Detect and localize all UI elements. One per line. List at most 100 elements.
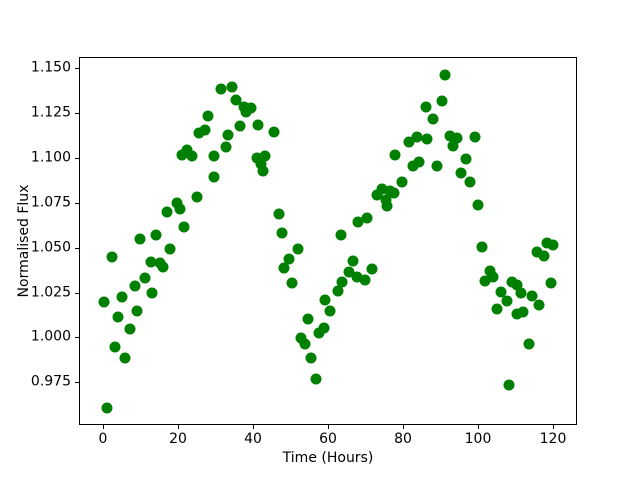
y-axis-tick [75, 202, 79, 204]
data-point [208, 171, 219, 183]
data-point [451, 132, 462, 144]
data-point [171, 197, 183, 209]
x-axis-tick [103, 425, 104, 429]
data-point [186, 150, 198, 162]
y-tick-label: 1.075 [30, 194, 71, 211]
y-tick-label: 1.050 [30, 239, 71, 256]
data-point [381, 200, 393, 212]
data-point [479, 275, 491, 287]
data-point [268, 126, 279, 138]
data-point [351, 271, 363, 283]
data-point [278, 262, 290, 274]
data-point [347, 255, 359, 267]
plot-area [79, 57, 577, 425]
data-point [252, 119, 264, 131]
data-point [295, 332, 306, 344]
x-axis-tick [253, 425, 254, 429]
data-point [526, 290, 538, 302]
y-axis-tick [75, 247, 79, 249]
x-axis-label: Time (Hours) [282, 450, 374, 466]
data-point [359, 274, 371, 286]
y-tick-label: 1.025 [30, 284, 71, 301]
data-point [318, 322, 330, 334]
data-point [98, 296, 110, 308]
data-point [464, 176, 476, 188]
data-point [150, 229, 162, 241]
data-point [109, 341, 121, 353]
data-point [407, 160, 419, 172]
data-point [174, 203, 186, 215]
data-point [436, 95, 447, 107]
data-point [230, 94, 242, 105]
x-axis-tick [403, 425, 404, 429]
data-point [545, 277, 557, 289]
data-point [251, 152, 263, 164]
data-point [255, 158, 267, 170]
y-axis-label: Normalised Flux [16, 184, 32, 298]
data-point [305, 352, 317, 364]
data-point [396, 176, 408, 188]
x-tick-label: 0 [98, 431, 108, 447]
data-point [517, 306, 529, 318]
data-point [413, 156, 425, 167]
data-point [283, 253, 295, 265]
data-point [313, 327, 324, 339]
data-point [455, 167, 467, 179]
data-point [538, 250, 549, 262]
data-point [403, 136, 414, 148]
data-point [157, 261, 169, 273]
data-point [191, 191, 203, 203]
data-point [116, 291, 128, 303]
data-point [124, 323, 135, 335]
x-tick-label: 60 [319, 431, 337, 447]
data-point [460, 153, 472, 165]
y-axis-tick [75, 337, 79, 339]
data-point [139, 272, 151, 284]
data-point [352, 216, 364, 228]
data-point [421, 133, 433, 145]
data-point [176, 149, 188, 161]
data-point [286, 277, 298, 289]
data-point [332, 285, 344, 297]
data-point [487, 271, 499, 282]
data-point [112, 311, 124, 323]
data-point [431, 160, 443, 172]
data-point [531, 246, 543, 258]
data-point [472, 199, 484, 211]
data-point [495, 286, 507, 298]
data-point [324, 305, 336, 317]
y-tick-label: 1.125 [30, 104, 71, 121]
data-point [515, 287, 527, 299]
data-point [389, 149, 401, 161]
data-point [439, 69, 451, 81]
x-axis-tick [178, 425, 179, 429]
data-point [145, 256, 157, 268]
data-point [259, 150, 271, 162]
y-axis-tick [75, 292, 79, 294]
data-point [146, 287, 158, 299]
data-point [181, 144, 193, 156]
data-point [533, 299, 545, 311]
data-point [215, 83, 227, 95]
data-point [199, 124, 210, 136]
data-point [541, 237, 553, 249]
data-point [129, 280, 141, 292]
data-point [491, 303, 503, 315]
data-point [319, 294, 331, 306]
data-point [310, 373, 322, 385]
data-point [106, 251, 118, 263]
x-axis-tick [328, 425, 329, 429]
data-point [299, 338, 311, 350]
data-point [376, 183, 387, 195]
x-tick-label: 80 [394, 431, 412, 447]
data-point [302, 313, 314, 325]
data-point [335, 229, 347, 241]
data-point [503, 379, 515, 391]
data-point [361, 212, 372, 224]
data-point [226, 81, 237, 93]
data-point [273, 208, 285, 220]
data-point [257, 165, 269, 177]
data-point [208, 150, 220, 162]
data-point [476, 241, 488, 253]
